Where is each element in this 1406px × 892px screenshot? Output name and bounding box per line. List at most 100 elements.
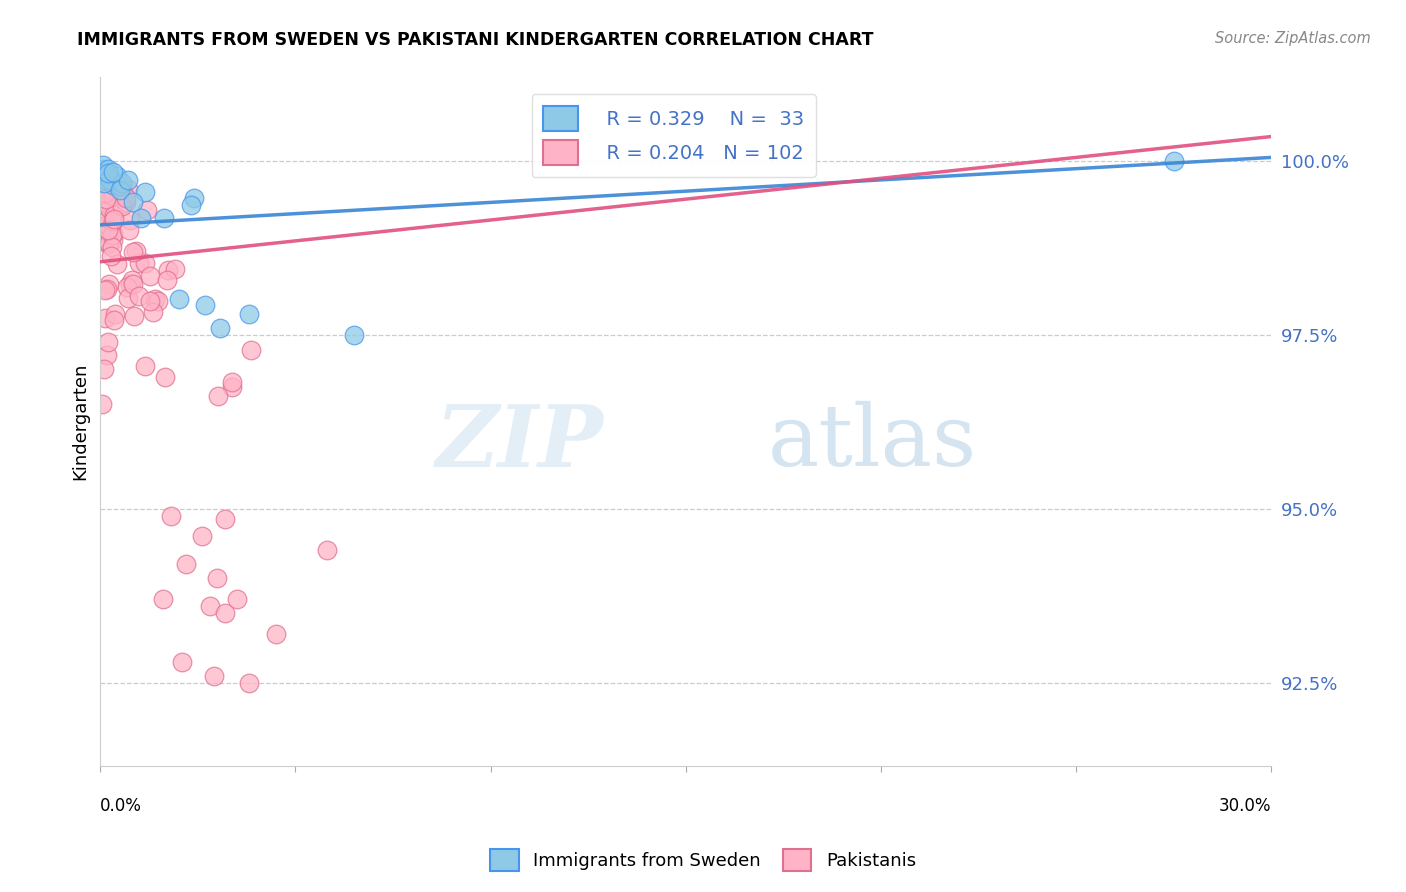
Point [96, 282, 118, 296]
Point [98, 169, 121, 184]
Point [157, 263, 180, 277]
Text: ZIP: ZIP [436, 401, 603, 484]
Point [94, 173, 117, 187]
Point [221, 375, 243, 389]
Point [159, 508, 181, 523]
Point [91, 397, 114, 411]
Point [214, 512, 236, 526]
Point [153, 211, 176, 225]
Point [94, 176, 117, 190]
Point [129, 211, 152, 225]
Text: IMMIGRANTS FROM SWEDEN VS PAKISTANI KINDERGARTEN CORRELATION CHART: IMMIGRANTS FROM SWEDEN VS PAKISTANI KIND… [77, 31, 875, 49]
Point [103, 312, 125, 326]
Point [115, 194, 138, 209]
Point [97, 167, 120, 181]
Point [93, 191, 115, 205]
Point [118, 213, 141, 227]
Point [103, 214, 125, 228]
Point [183, 191, 205, 205]
Point [139, 268, 162, 283]
Legend: Immigrants from Sweden, Pakistanis: Immigrants from Sweden, Pakistanis [482, 842, 924, 879]
Point [101, 189, 124, 203]
Point [118, 277, 141, 291]
Point [94, 192, 117, 206]
Point [97, 166, 120, 180]
Point [122, 309, 145, 323]
Point [90, 189, 112, 203]
Point [148, 293, 170, 308]
Text: 30.0%: 30.0% [1219, 797, 1271, 814]
Point [94, 169, 117, 184]
Point [91, 161, 114, 176]
Point [93, 173, 115, 187]
Point [94, 171, 117, 186]
Point [96, 218, 118, 232]
Point [118, 223, 141, 237]
Point [93, 197, 115, 211]
Point [117, 280, 139, 294]
Point [96, 167, 118, 181]
Point [207, 389, 229, 403]
Point [105, 169, 128, 183]
Point [97, 212, 120, 227]
Point [101, 178, 124, 192]
Point [91, 213, 114, 227]
Point [103, 208, 125, 222]
Point [122, 195, 145, 210]
Point [94, 311, 117, 326]
Point [121, 273, 143, 287]
Point [163, 262, 186, 277]
Point [96, 235, 118, 249]
Point [174, 558, 197, 572]
Point [93, 234, 115, 248]
Point [134, 359, 156, 373]
Point [98, 235, 121, 250]
Point [97, 236, 120, 251]
Legend:   R = 0.329    N =  33,   R = 0.204   N = 102: R = 0.329 N = 33, R = 0.204 N = 102 [531, 94, 815, 178]
Point [101, 165, 124, 179]
Point [207, 571, 229, 585]
Point [214, 606, 236, 620]
Point [117, 182, 139, 196]
Point [91, 158, 114, 172]
Point [264, 627, 287, 641]
Point [91, 213, 114, 227]
Point [97, 201, 120, 215]
Point [153, 369, 176, 384]
Point [315, 543, 337, 558]
Point [111, 199, 134, 213]
Point [112, 187, 135, 202]
Point [128, 288, 150, 302]
Point [180, 197, 202, 211]
Point [111, 176, 134, 190]
Point [96, 181, 118, 195]
Point [94, 284, 117, 298]
Point [191, 529, 214, 543]
Point [152, 592, 174, 607]
Point [103, 211, 125, 226]
Point [100, 249, 122, 263]
Point [209, 320, 232, 334]
Point [93, 184, 115, 198]
Point [172, 655, 194, 669]
Point [97, 223, 120, 237]
Point [128, 256, 150, 270]
Point [104, 307, 127, 321]
Point [226, 592, 249, 607]
Point [1163, 153, 1185, 168]
Point [135, 203, 157, 218]
Point [97, 277, 120, 291]
Point [108, 183, 131, 197]
Point [117, 172, 139, 186]
Point [94, 181, 117, 195]
Point [100, 227, 122, 242]
Point [96, 349, 118, 363]
Y-axis label: Kindergarten: Kindergarten [72, 363, 89, 481]
Point [93, 207, 115, 221]
Point [238, 307, 260, 321]
Point [91, 166, 114, 180]
Point [93, 192, 115, 206]
Point [117, 291, 139, 305]
Point [101, 233, 124, 247]
Point [93, 362, 115, 376]
